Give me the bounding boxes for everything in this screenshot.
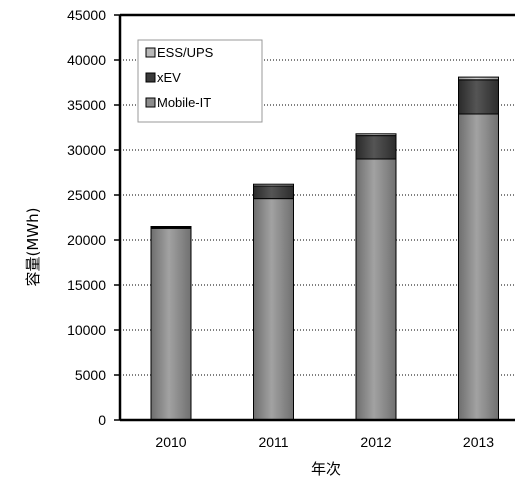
y-tick-label: 10000 (67, 322, 106, 338)
legend-label: xEV (157, 70, 181, 85)
y-tick-labels: 0 5000 10000 15000 20000 25000 30000 35000 40000… (67, 7, 106, 428)
legend-label: ESS/UPS (157, 45, 214, 60)
y-tick-label: 20000 (67, 232, 106, 248)
bars (150, 76, 499, 421)
bar-mobile-it-2010 (150, 227, 192, 421)
y-tick-label: 0 (98, 412, 106, 428)
bar-xev-2011 (253, 185, 294, 200)
y-tick-label: 40000 (67, 52, 106, 68)
bar-mobile-it-2013 (458, 113, 499, 421)
y-axis-title: 容量(MWh) (24, 208, 42, 287)
legend-swatch-xev (145, 72, 156, 83)
y-tick-label: 15000 (67, 277, 106, 293)
bar-mobile-it-2012 (355, 158, 397, 421)
y-tick-label: 5000 (75, 367, 106, 383)
plot-frame (118, 13, 515, 422)
legend-label: Mobile-IT (157, 95, 211, 110)
legend-swatch-ess-ups (145, 47, 156, 58)
y-tick-label: 35000 (67, 97, 106, 113)
x-tick-label: 2012 (360, 434, 391, 450)
x-tick-label: 2011 (258, 434, 288, 450)
bar-ess-ups-2010 (150, 226, 192, 228)
legend-swatch-mobile-it (145, 97, 156, 108)
y-tick-label: 25000 (67, 187, 106, 203)
legend: ESS/UPS xEV Mobile-IT (137, 39, 263, 123)
x-tick-labels: 2010 2011 2012 2013 (155, 434, 494, 450)
x-tick-label: 2010 (155, 434, 186, 450)
y-tick-label: 30000 (67, 142, 106, 158)
bar-xev-2013 (458, 79, 499, 115)
bar-ess-ups-2012 (355, 133, 397, 137)
bar-mobile-it-2011 (253, 198, 294, 421)
bar-ess-ups-2011 (253, 183, 294, 187)
x-tick-label: 2013 (463, 434, 494, 450)
legend-box (137, 39, 263, 123)
bar-ess-ups-2013 (458, 76, 499, 81)
bar-xev-2012 (355, 135, 397, 160)
y-tick-label: 45000 (67, 7, 106, 23)
x-axis-title: 年次 (311, 460, 341, 478)
